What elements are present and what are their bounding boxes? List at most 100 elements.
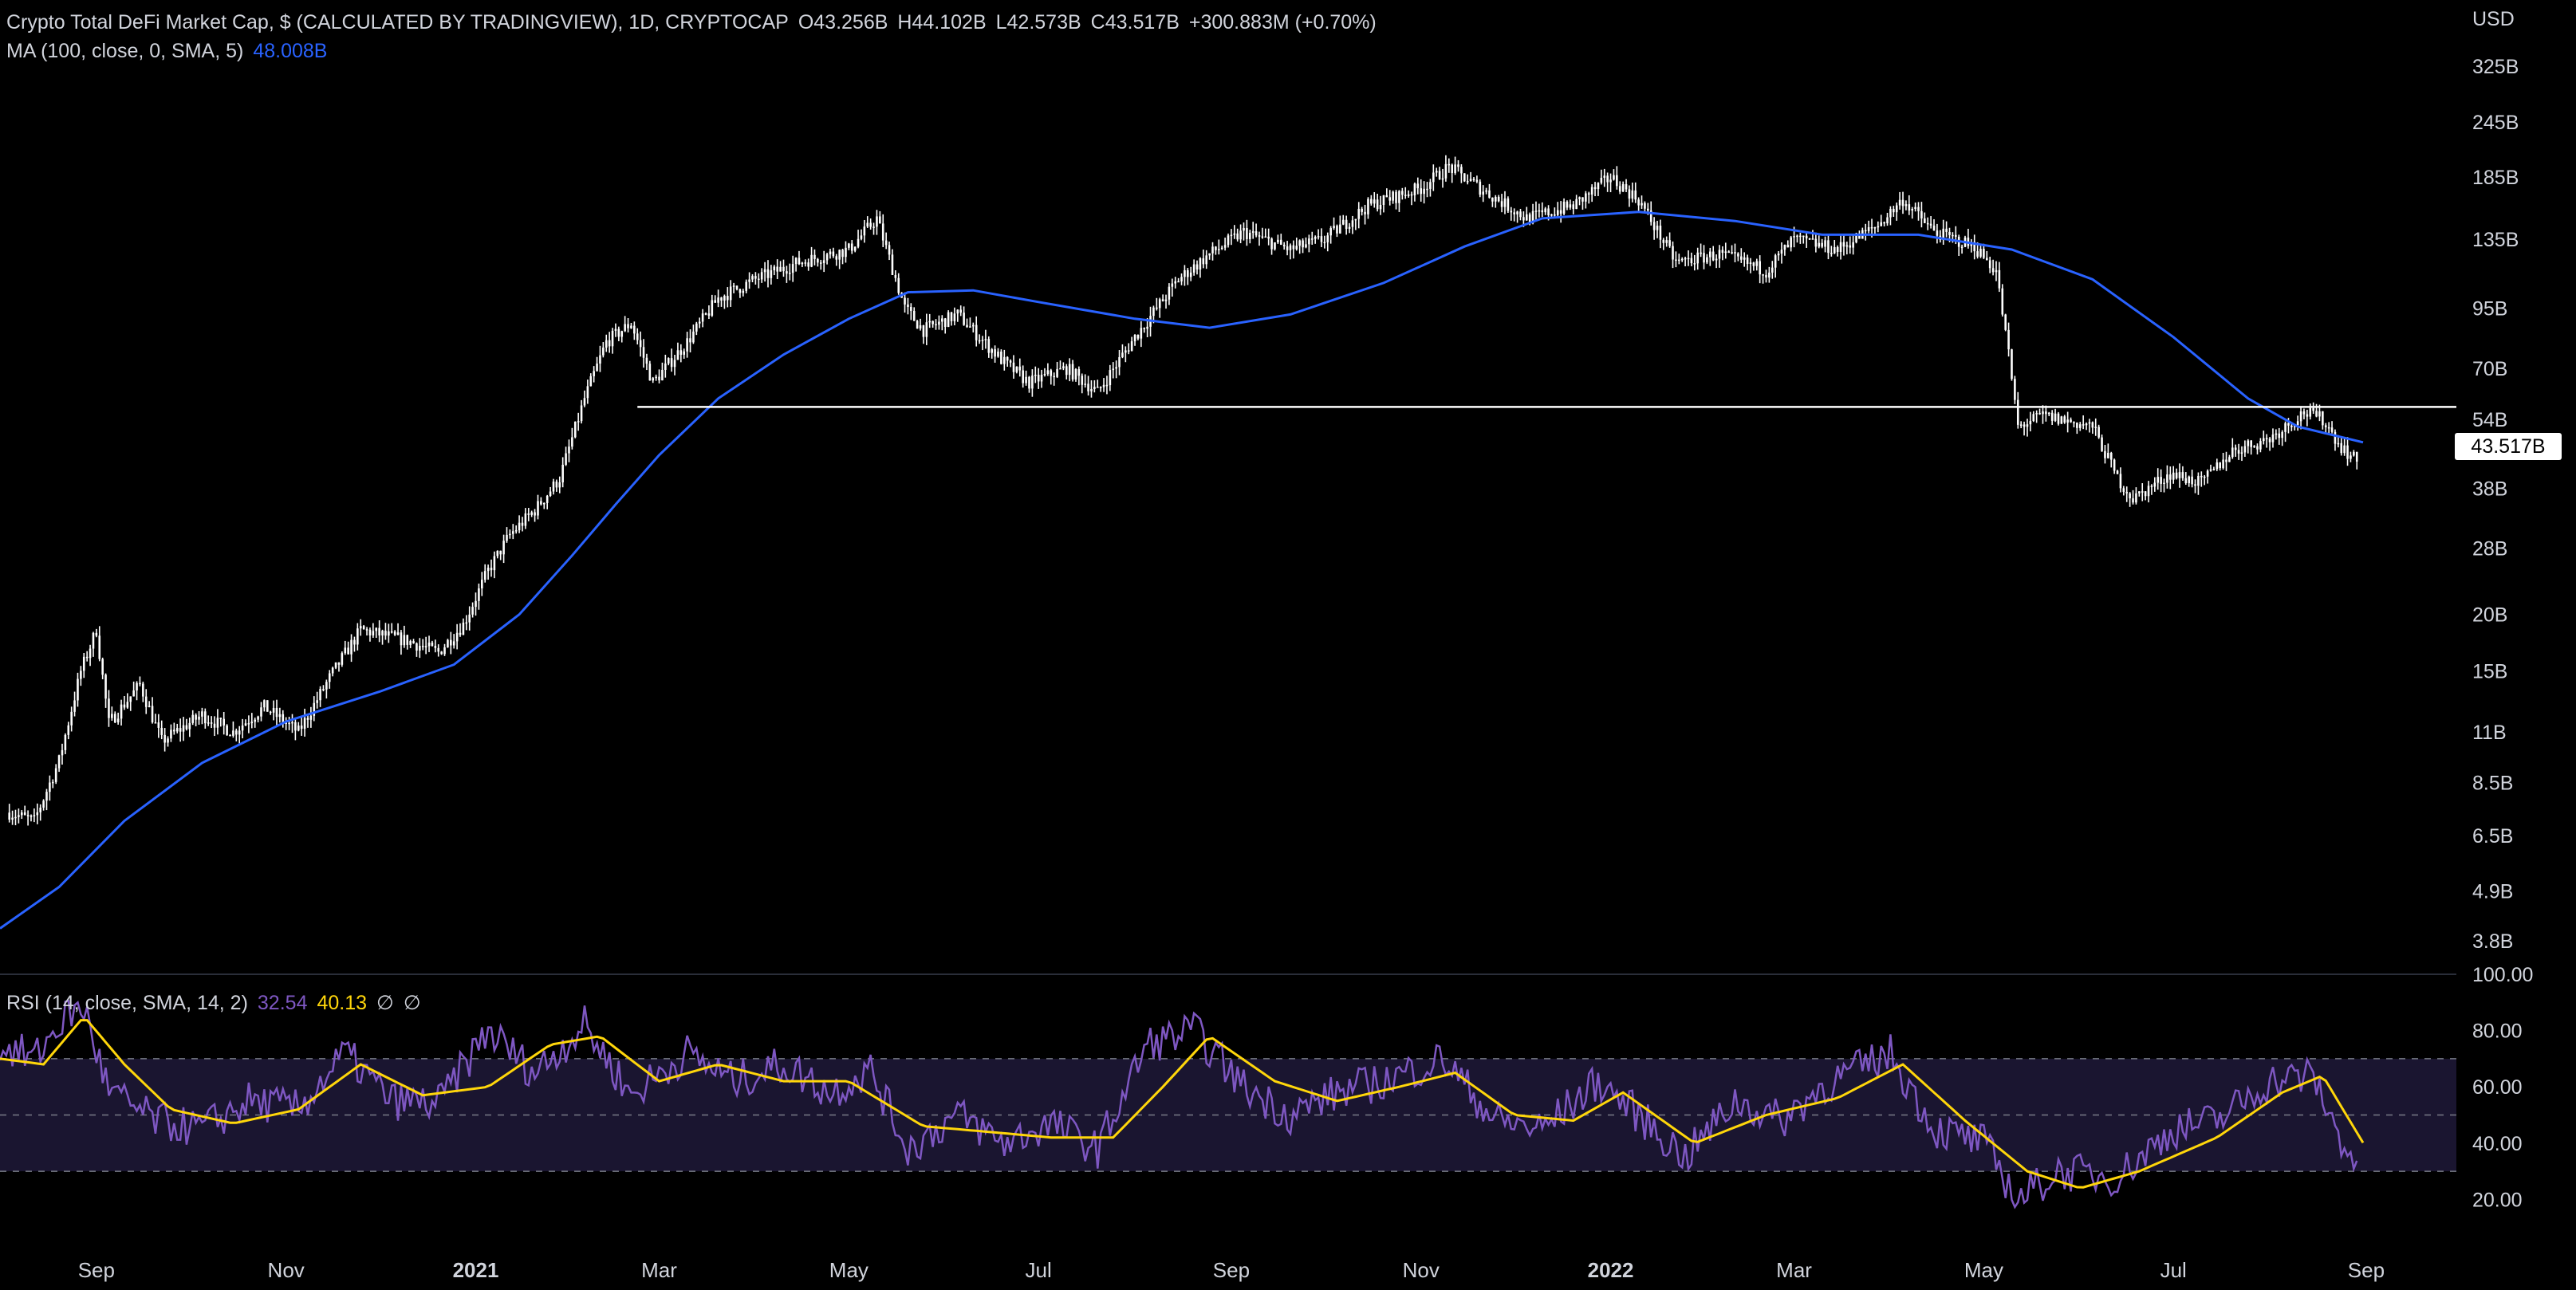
candle-body bbox=[975, 324, 978, 340]
candle-body bbox=[1177, 281, 1180, 283]
candle-body bbox=[596, 363, 598, 372]
candle-body bbox=[2206, 470, 2209, 477]
candle-body bbox=[602, 347, 605, 356]
candle-body bbox=[1305, 244, 1307, 248]
candle-body bbox=[344, 647, 347, 654]
candle-body bbox=[1942, 228, 1945, 241]
price-axis[interactable]: 3.8B 4.9B 6.5B 8.5B 11B 15B 20B 28B 38B 54B 70B 95B… bbox=[2472, 56, 2519, 953]
rsi-sma-value: 40.13 bbox=[317, 992, 368, 1014]
candle-body bbox=[266, 700, 269, 712]
candle-body bbox=[2265, 438, 2268, 440]
candle-body bbox=[350, 639, 353, 655]
candle-body bbox=[2166, 474, 2168, 483]
candle-body bbox=[148, 706, 151, 707]
candle-body bbox=[1348, 226, 1351, 229]
candle-body bbox=[20, 812, 23, 816]
candle-body bbox=[2097, 427, 2100, 438]
candle-body bbox=[111, 714, 113, 718]
candle-body bbox=[18, 815, 20, 817]
candle-body bbox=[45, 792, 48, 801]
candle-body bbox=[2157, 477, 2160, 483]
open-value: O43.256B bbox=[798, 11, 888, 33]
candle-body bbox=[1012, 362, 1015, 372]
rsi-empty-icon: ∅ bbox=[403, 992, 421, 1014]
time-tick-label: Sep bbox=[2348, 1258, 2385, 1282]
candle-body bbox=[1292, 245, 1295, 250]
candle-body bbox=[1046, 370, 1050, 374]
candle-body bbox=[368, 629, 372, 636]
price-tick-label: 185B bbox=[2472, 167, 2519, 189]
candle-body bbox=[1084, 383, 1086, 385]
candle-body bbox=[365, 629, 368, 631]
candle-body bbox=[667, 358, 670, 364]
candle-body bbox=[356, 628, 359, 645]
candle-body bbox=[33, 815, 36, 816]
candle-body bbox=[884, 240, 888, 246]
candle-body bbox=[766, 269, 770, 278]
ma-legend[interactable]: MA (100, close, 0, SMA, 5) 48.008B bbox=[6, 40, 337, 63]
candle-body bbox=[1112, 368, 1115, 371]
candle-body bbox=[51, 781, 54, 784]
candle-body bbox=[36, 812, 39, 816]
candle-body bbox=[994, 349, 996, 357]
candle-body bbox=[2119, 474, 2122, 489]
candle-body bbox=[123, 704, 126, 708]
candle-body bbox=[1218, 249, 1220, 250]
rsi-axis[interactable]: 20.00 40.00 60.00 80.00 100.00 bbox=[2472, 964, 2533, 1211]
candle-body bbox=[151, 706, 154, 723]
candle-body bbox=[2203, 476, 2206, 478]
candle-body bbox=[459, 632, 462, 635]
candle-body bbox=[1575, 199, 1578, 210]
candle-body bbox=[502, 541, 505, 555]
candle-body bbox=[1274, 242, 1276, 250]
candle-body bbox=[2045, 411, 2047, 415]
candle-body bbox=[2060, 416, 2063, 424]
candle-body bbox=[1718, 250, 1721, 259]
candle-body bbox=[416, 643, 418, 651]
candle-body bbox=[910, 306, 912, 311]
candle-body bbox=[1727, 251, 1730, 253]
candle-body bbox=[2350, 455, 2352, 459]
candle-body bbox=[70, 711, 73, 726]
candle-body bbox=[1703, 253, 1705, 263]
rsi-legend[interactable]: RSI (14, close, SMA, 14, 2) 32.54 40.13 ∅ ∅ bbox=[6, 991, 431, 1015]
candle-body bbox=[1323, 242, 1326, 244]
candle-body bbox=[2353, 451, 2355, 456]
time-axis[interactable]: Sep Nov 2021 Mar May Jul Sep Nov 2022 Mar May Jul Se… bbox=[78, 1258, 2385, 1282]
candle-body bbox=[486, 568, 490, 572]
candle-body bbox=[1279, 239, 1282, 245]
candle-body bbox=[1593, 187, 1597, 190]
candle-body bbox=[2216, 462, 2219, 470]
candle-body bbox=[645, 357, 648, 364]
candle-body bbox=[2234, 447, 2237, 450]
candle-body bbox=[1870, 227, 1873, 229]
candle-body bbox=[1637, 199, 1640, 206]
candle-body bbox=[1062, 366, 1065, 368]
candle-body bbox=[2324, 425, 2327, 427]
candle-body bbox=[1979, 249, 1982, 257]
candle-body bbox=[2299, 411, 2302, 422]
candle-body bbox=[1597, 183, 1600, 190]
candle-body bbox=[1652, 222, 1656, 230]
candle-body bbox=[1314, 236, 1317, 239]
candle-body bbox=[14, 816, 17, 819]
candle-body bbox=[2063, 416, 2066, 423]
candle-body bbox=[2184, 478, 2188, 484]
price-tick-label: 15B bbox=[2472, 661, 2507, 683]
candle-body bbox=[223, 718, 226, 726]
candle-body bbox=[1952, 234, 1954, 237]
candle-body bbox=[1426, 188, 1428, 191]
candle-body bbox=[325, 682, 328, 690]
candle-body bbox=[1731, 252, 1733, 254]
candle-body bbox=[2355, 451, 2358, 462]
candle-body bbox=[1541, 210, 1544, 213]
candle-body bbox=[1184, 269, 1186, 277]
candle-body bbox=[440, 651, 443, 655]
candle-body bbox=[1388, 197, 1392, 201]
candle-body bbox=[1649, 210, 1652, 222]
candle-body bbox=[689, 338, 691, 343]
candle-body bbox=[863, 226, 866, 236]
candle-body bbox=[546, 495, 549, 503]
candle-body bbox=[2181, 472, 2184, 478]
